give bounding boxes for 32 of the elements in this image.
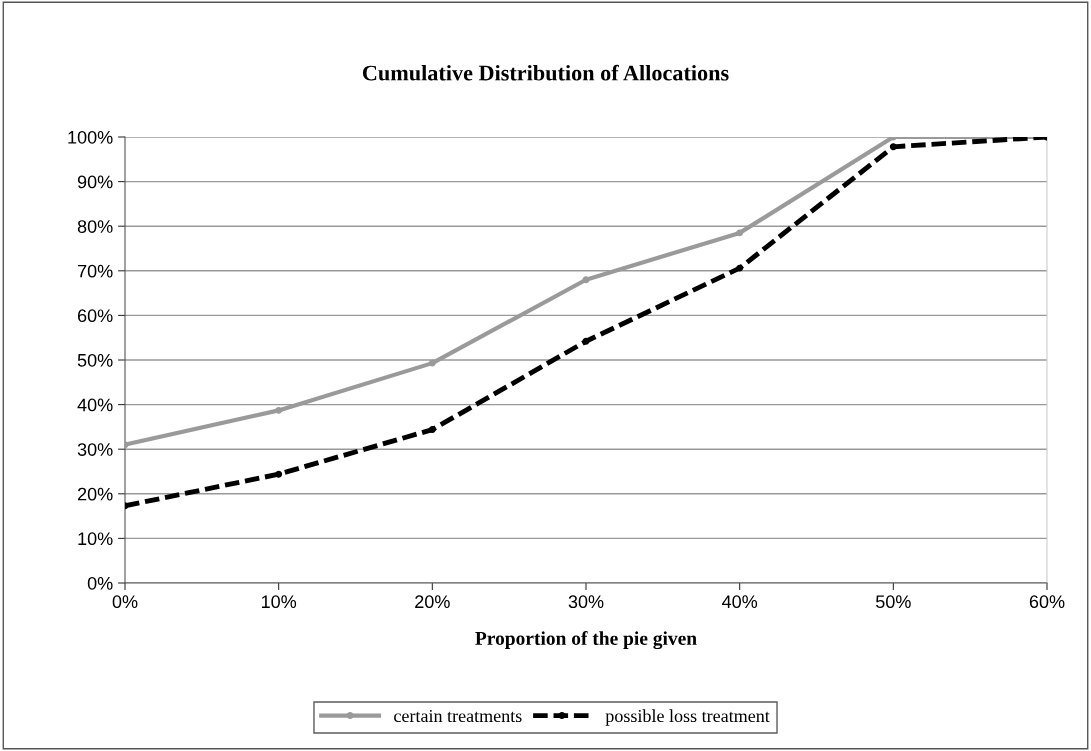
y-tick-label: 80% — [77, 220, 113, 233]
point — [275, 406, 283, 414]
legend-label: certain treatments — [394, 709, 522, 723]
y-tick-label: 30% — [77, 443, 113, 456]
x-tick-label: 20% — [415, 595, 450, 609]
point — [582, 276, 590, 284]
point — [428, 426, 436, 434]
point — [736, 229, 744, 237]
point — [275, 470, 283, 478]
y-tick-label: 70% — [77, 264, 113, 278]
y-tick-label: 10% — [78, 532, 113, 546]
x-tick-label: 40% — [722, 595, 758, 609]
y-tick-label: 0% — [87, 576, 113, 590]
y-tick-label: 100% — [68, 130, 113, 144]
point — [736, 264, 744, 272]
point — [428, 359, 436, 367]
x-tick-label: 10% — [261, 595, 297, 609]
y-tick-label: 50% — [77, 353, 113, 367]
x-tick-label: 0% — [112, 595, 138, 609]
y-tick-label: 90% — [77, 175, 113, 189]
x-tick-label: 30% — [568, 595, 604, 609]
y-tick-label: 60% — [77, 309, 113, 323]
line-series — [125, 137, 1047, 510]
point — [582, 337, 590, 345]
y-tick-label: 20% — [77, 487, 113, 501]
x-axis-title: Proportion of the pie given — [475, 631, 697, 650]
legend-label: possible loss treatment — [605, 709, 770, 726]
point — [889, 143, 897, 151]
x-tick-label: 50% — [875, 595, 911, 609]
y-tick-label: 40% — [77, 398, 113, 412]
chart-title: Cumulative Distribution of Allocations — [362, 64, 729, 81]
x-tick-label: 60% — [1029, 595, 1065, 609]
